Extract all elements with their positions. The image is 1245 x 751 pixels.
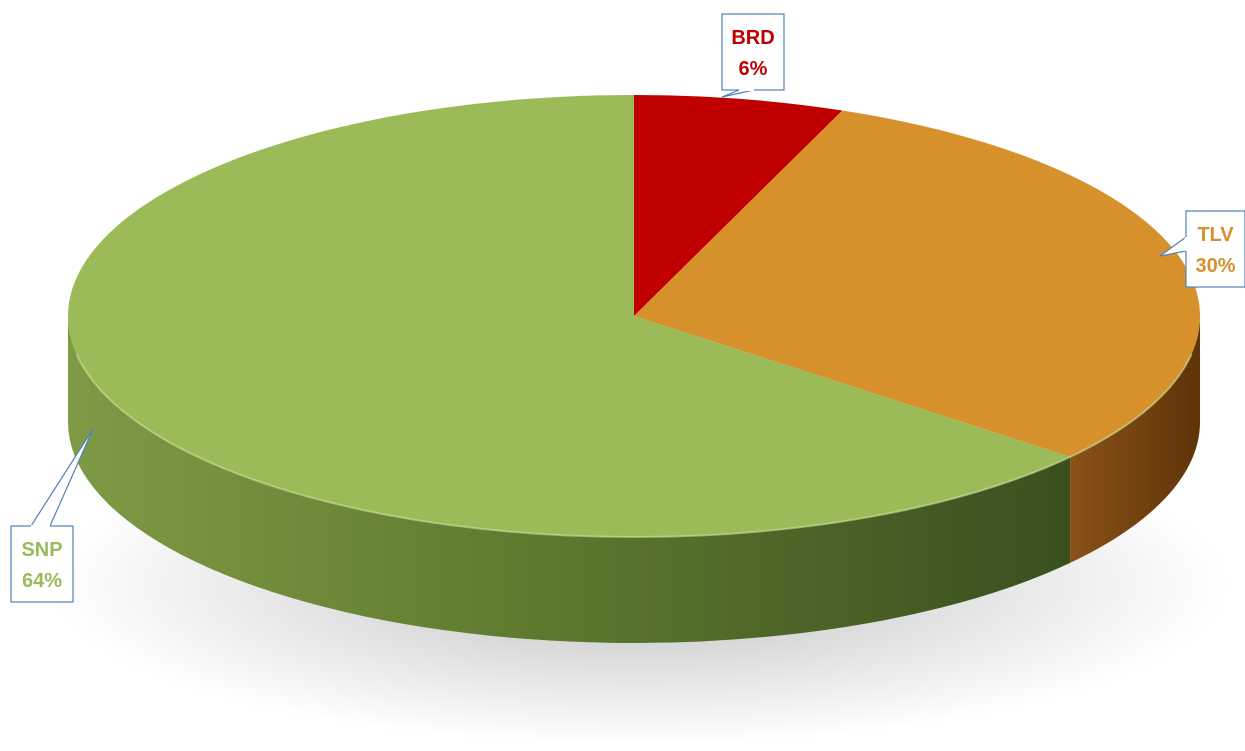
pie-top-layer [68, 95, 1200, 538]
callout-box [10, 525, 74, 603]
label-category: SNP [21, 539, 62, 561]
pie-slice-tlv [634, 110, 1200, 457]
pie-side-snp [67, 316, 1071, 643]
label-percentage: 64% [22, 570, 62, 592]
pie-rim-highlight [75, 353, 1193, 538]
pie-slice-brd [634, 95, 843, 316]
data-label-tlv: TLV 30% [1159, 210, 1245, 288]
label-percentage: 6% [739, 58, 768, 80]
label-category: TLV [1197, 224, 1234, 246]
label-category: BRD [731, 27, 774, 49]
label-percentage: 30% [1195, 255, 1235, 277]
data-label-brd: BRD 6% [721, 13, 785, 98]
data-label-snp: SNP 64% [10, 428, 94, 603]
callout-box [721, 13, 785, 91]
pie-side-layer [67, 316, 1200, 643]
pie-slice-snp [68, 95, 1071, 537]
callout-pointer [29, 428, 94, 527]
pie-label-layer: BRD 6% TLV 30% SNP 64% [10, 13, 1245, 603]
pie-side-tlv [1070, 316, 1200, 563]
